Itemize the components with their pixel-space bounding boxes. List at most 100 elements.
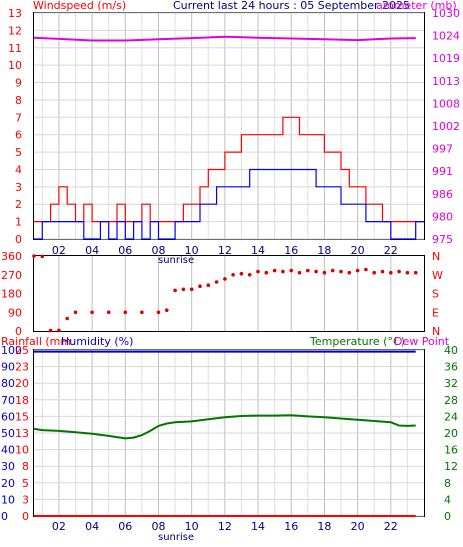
direction-point-37 <box>380 269 385 274</box>
direction-point-21 <box>247 273 252 277</box>
sunrise-label-top: sunrise <box>158 255 194 266</box>
direction-point-33 <box>347 270 352 275</box>
barometer-axis-title: arometer (mb) <box>376 0 457 12</box>
baro-y-tick-980: 980 <box>432 210 453 223</box>
wind-y-tick-12: 12 <box>8 24 22 37</box>
direction-point-0 <box>32 254 36 258</box>
direction-point-5 <box>73 310 78 315</box>
direction-point-25 <box>281 269 285 274</box>
rain-y-tick-13: 13 <box>15 427 29 440</box>
direction-point-11 <box>165 308 169 313</box>
x-tick-bottom-14: 14 <box>251 520 265 533</box>
wind-average-line <box>34 168 424 240</box>
dir-y-tick-180: 180 <box>1 288 22 301</box>
direction-point-17 <box>214 280 219 284</box>
barometer-line <box>33 35 416 42</box>
wind-y-tick-4: 4 <box>15 163 22 176</box>
direction-point-7 <box>106 310 111 315</box>
x-tick-top-20: 20 <box>351 244 365 257</box>
dir-y-tick-360: 360 <box>1 250 22 263</box>
direction-point-39 <box>397 269 401 274</box>
x-tick-bottom-10: 10 <box>185 520 199 533</box>
humidity-y-tick-50: 50 <box>1 427 15 440</box>
wind-y-tick-10: 10 <box>8 59 22 72</box>
rain-y-tick-0: 0 <box>22 510 29 523</box>
compass-label-4: N <box>432 325 440 338</box>
rain-y-tick-18: 18 <box>15 394 29 407</box>
direction-point-2 <box>48 328 53 333</box>
rain-y-tick-8: 8 <box>22 460 29 473</box>
rain-y-tick-20: 20 <box>15 377 29 390</box>
wind-y-tick-11: 11 <box>8 42 22 55</box>
humidity-y-tick-0: 0 <box>1 510 8 523</box>
temp-y-tick-24: 24 <box>444 410 458 423</box>
direction-point-13 <box>181 287 186 292</box>
temp-y-tick-32: 32 <box>444 377 458 390</box>
direction-point-24 <box>272 268 277 273</box>
humidity-y-tick-40: 40 <box>1 444 15 457</box>
baro-y-tick-1013: 1013 <box>432 75 460 88</box>
x-tick-top-08: 08 <box>151 244 165 257</box>
direction-panel-frame <box>33 255 425 332</box>
temp-y-tick-40: 40 <box>444 344 458 357</box>
grid-lines <box>34 12 424 517</box>
x-tick-top-04: 04 <box>85 244 99 257</box>
direction-point-26 <box>289 268 294 273</box>
x-tick-top-18: 18 <box>317 244 331 257</box>
temperature-axis-title: Temperature (°C) <box>309 335 405 348</box>
direction-point-8 <box>123 310 128 315</box>
x-tick-bottom-04: 04 <box>85 520 99 533</box>
compass-label-1: W <box>432 269 443 282</box>
x-tick-bottom-12: 12 <box>218 520 232 533</box>
x-tick-top-16: 16 <box>284 244 298 257</box>
x-tick-top-12: 12 <box>218 244 232 257</box>
x-tick-top-02: 02 <box>52 244 66 257</box>
compass-label-3: E <box>432 306 439 319</box>
x-tick-top-22: 22 <box>384 244 398 257</box>
temp-y-tick-0: 0 <box>444 510 451 523</box>
direction-point-12 <box>173 288 177 293</box>
temp-y-tick-28: 28 <box>444 394 458 407</box>
direction-point-1 <box>40 254 45 259</box>
temp-y-tick-16: 16 <box>444 444 458 457</box>
direction-point-41 <box>413 270 418 275</box>
chart-title: Current last 24 hours : 05 September 202… <box>173 0 410 12</box>
rain-y-tick-23: 23 <box>15 361 29 374</box>
rain-y-tick-5: 5 <box>22 477 29 490</box>
direction-point-34 <box>355 268 360 273</box>
baro-y-tick-1008: 1008 <box>432 97 460 110</box>
direction-point-23 <box>264 270 269 275</box>
sunrise-label-bottom: sunrise <box>158 532 194 542</box>
direction-point-18 <box>223 277 227 281</box>
wind-gust-line <box>34 116 424 223</box>
x-tick-top-14: 14 <box>251 244 265 257</box>
rain-y-tick-25: 25 <box>15 344 29 357</box>
rain-y-tick-3: 3 <box>22 493 29 506</box>
humidity-y-tick-100: 100 <box>1 344 22 357</box>
direction-point-4 <box>65 316 69 321</box>
rain-y-tick-15: 15 <box>15 410 29 423</box>
wind-y-tick-7: 7 <box>15 111 22 124</box>
humidity-y-tick-60: 60 <box>1 410 15 423</box>
humidity-y-tick-10: 10 <box>1 493 15 506</box>
rainfall-axis-title: Rainfall (mm <box>1 335 71 348</box>
direction-point-10 <box>156 310 161 315</box>
direction-point-14 <box>189 287 194 292</box>
dir-y-tick-90: 90 <box>8 306 22 319</box>
humidity-axis-title: Humidity (%) <box>61 335 133 348</box>
wind-y-tick-5: 5 <box>15 146 22 159</box>
temp-y-tick-36: 36 <box>444 361 458 374</box>
direction-point-38 <box>389 270 393 275</box>
x-tick-bottom-02: 02 <box>52 520 66 533</box>
baro-y-tick-1024: 1024 <box>432 30 460 43</box>
baro-y-tick-1019: 1019 <box>432 52 460 65</box>
baro-y-tick-1030: 1030 <box>432 7 460 20</box>
humidity-y-tick-70: 70 <box>1 394 15 407</box>
dewpoint-axis-title: Dew Point <box>394 335 450 348</box>
x-tick-bottom-16: 16 <box>284 520 298 533</box>
direction-point-6 <box>90 310 94 315</box>
baro-y-tick-1002: 1002 <box>432 120 460 133</box>
wind-y-tick-13: 13 <box>8 7 22 20</box>
wind-y-tick-3: 3 <box>15 181 22 194</box>
